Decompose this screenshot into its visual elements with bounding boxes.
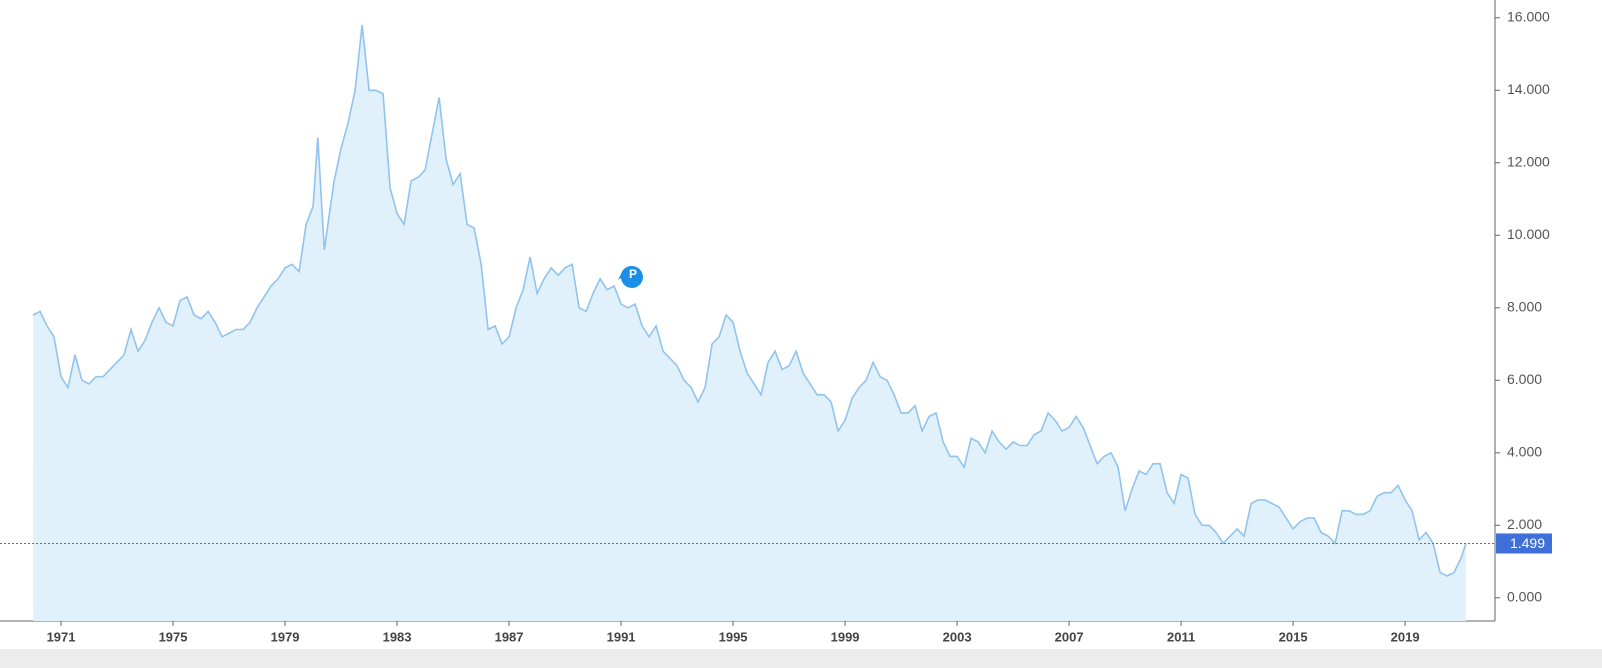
x-tick-label: 1979 [271,629,300,644]
x-tick-label: 2011 [1167,629,1195,644]
x-tick-label: 1975 [159,629,188,644]
x-tick-label: 2019 [1391,629,1420,644]
x-tick-label: 1999 [831,629,860,644]
area-fill [33,25,1466,621]
bottom-strip [0,649,1602,668]
x-tick-label: 2007 [1055,629,1084,644]
current-value-badge [1496,533,1552,554]
annotation-marker[interactable]: P [618,265,643,288]
line [32,24,1467,577]
y-tick-label: 12.000 [1507,153,1550,169]
x-tick-label: 1983 [383,629,412,644]
plot [32,24,1467,621]
x-tick-label: 1971 [47,629,76,644]
y-tick-label: 0.000 [1507,589,1542,605]
y-tick-label: 16.000 [1507,8,1550,24]
x-tick-label: 2003 [943,629,972,644]
x-tick-label: 1991 [607,629,636,644]
y-tick-label: 6.000 [1507,371,1542,387]
current-value-label: 1.499 [1510,535,1545,551]
x-tick-label: 1995 [719,629,748,644]
y-tick-label: 4.000 [1507,443,1542,459]
y-tick-label: 8.000 [1507,298,1542,314]
y-tick-label: 10.000 [1507,226,1550,242]
x-tick-label: 2015 [1279,629,1308,644]
x-tick-label: 1987 [495,629,524,644]
y-tick-label: 2.000 [1507,516,1542,532]
annotation-label: P [629,267,637,281]
y-tick-label: 14.000 [1507,81,1550,97]
